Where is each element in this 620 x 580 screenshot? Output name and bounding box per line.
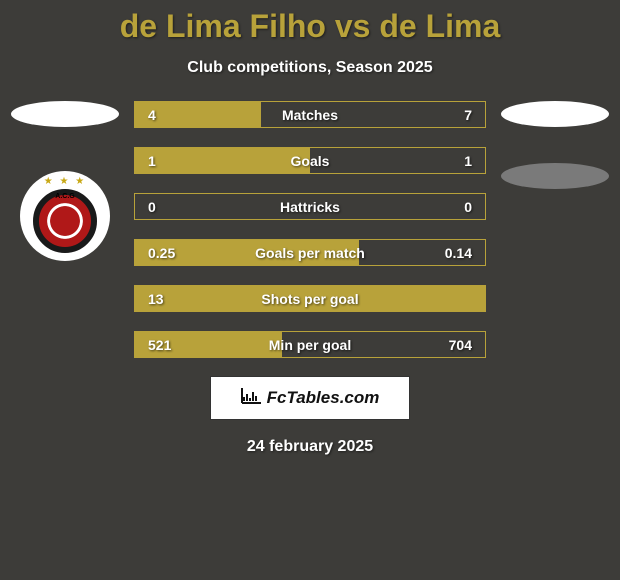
- stat-value-right: 704: [415, 337, 485, 353]
- right-column: [496, 101, 614, 358]
- stat-bar: 0Hattricks0: [134, 193, 486, 220]
- stat-value-left: 521: [135, 337, 205, 353]
- stats-area: ★ ★ ★ 4Matches71Goals10Hattricks00.25Goa…: [0, 101, 620, 358]
- stat-label: Goals per match: [205, 245, 415, 261]
- left-column: ★ ★ ★: [6, 101, 124, 358]
- branding-text: FcTables.com: [267, 388, 380, 408]
- stat-value-right: 7: [415, 107, 485, 123]
- stat-label: Goals: [205, 153, 415, 169]
- chart-icon: [241, 388, 261, 409]
- stat-bar: 521Min per goal704: [134, 331, 486, 358]
- stat-value-left: 4: [135, 107, 205, 123]
- stats-column: 4Matches7 1Goals1 0Hattricks0 0.25Goals per…: [134, 101, 486, 358]
- stat-bar: 4Matches7: [134, 101, 486, 128]
- stat-value-right: 0: [415, 199, 485, 215]
- acg-logo-icon: ★ ★ ★: [30, 176, 100, 256]
- stat-value-left: 1: [135, 153, 205, 169]
- stat-label: Hattricks: [205, 199, 415, 215]
- stat-value-right: 0.14: [415, 245, 485, 261]
- player-left-token: [11, 101, 119, 127]
- stat-bar: 0.25Goals per match0.14: [134, 239, 486, 266]
- player-right-token: [501, 101, 609, 127]
- stat-label: Matches: [205, 107, 415, 123]
- page-title: de Lima Filho vs de Lima: [0, 0, 620, 45]
- stat-value-right: 1: [415, 153, 485, 169]
- player-left-club-logo: ★ ★ ★: [20, 171, 110, 261]
- branding-badge: FcTables.com: [210, 376, 410, 420]
- stat-label: Shots per goal: [205, 291, 415, 307]
- stat-value-left: 0.25: [135, 245, 205, 261]
- stat-value-left: 0: [135, 199, 205, 215]
- subtitle: Club competitions, Season 2025: [0, 59, 620, 77]
- infographic-container: de Lima Filho vs de Lima Club competitio…: [0, 0, 620, 580]
- stat-bar: 13Shots per goal: [134, 285, 486, 312]
- player-right-club-token: [501, 163, 609, 189]
- stat-bar: 1Goals1: [134, 147, 486, 174]
- date-text: 24 february 2025: [0, 438, 620, 456]
- stat-label: Min per goal: [205, 337, 415, 353]
- stat-value-left: 13: [135, 291, 205, 307]
